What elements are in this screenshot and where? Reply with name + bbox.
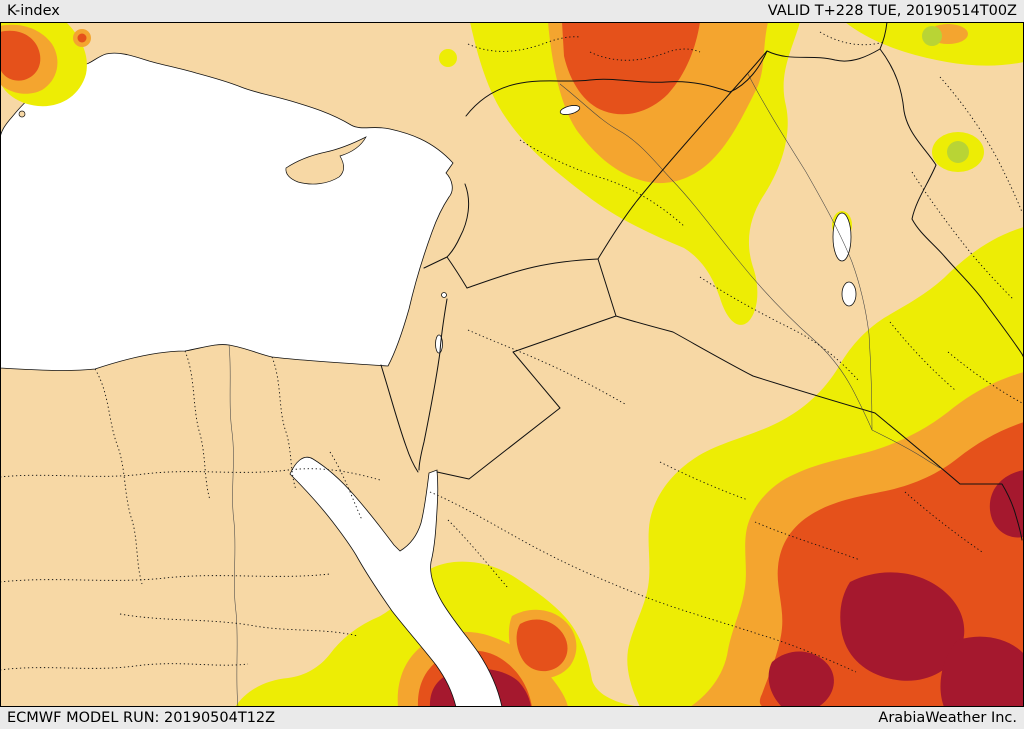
admin-boundaries-group	[0, 31, 1024, 673]
admin-boundary-dotted	[911, 171, 1015, 301]
border-syria-iraq	[597, 50, 768, 317]
country-borders-group	[380, 22, 1024, 541]
border-turkey-iraq	[766, 22, 888, 62]
contour-aegean-cells	[0, 22, 91, 107]
model-run-label: ECMWF MODEL RUN: 20190504T12Z	[7, 710, 276, 726]
contour-green-spot-2	[947, 141, 969, 163]
sea-of-galilee	[441, 292, 447, 298]
lake-razzaza	[841, 281, 857, 307]
river-shatt-al-arab	[871, 429, 941, 469]
border-jordan-israel	[418, 298, 448, 471]
admin-boundary-dotted	[467, 36, 581, 52]
admin-boundary-dotted	[329, 451, 363, 521]
river-tigris	[747, 73, 873, 431]
contour-darkred-group	[429, 470, 1024, 707]
lake-assad	[559, 105, 581, 115]
admin-boundary-dotted	[889, 321, 956, 391]
river-euphrates	[559, 83, 873, 431]
border-iraq-saudi	[615, 315, 1023, 541]
admin-boundary-dotted	[429, 491, 649, 599]
rivers-group	[228, 73, 941, 707]
admin-boundary-dotted	[0, 573, 331, 583]
contour-green-spot-1	[922, 26, 942, 46]
contour-darkred-right-edge	[989, 470, 1024, 538]
header-bar: K-index VALID T+228 TUE, 20190514T00Z	[0, 0, 1024, 22]
contour-darkred-bottom-right	[940, 636, 1024, 707]
contour-red-east-coast-blob	[516, 619, 568, 672]
admin-boundary-dotted	[819, 31, 885, 46]
border-lebanon	[423, 183, 470, 289]
contour-red-aegean	[0, 30, 41, 81]
cyprus-island	[285, 136, 367, 185]
red-sea	[289, 456, 503, 707]
valid-time-label: VALID T+228 TUE, 20190514T00Z	[767, 3, 1017, 19]
admin-boundary-dotted	[754, 491, 983, 561]
border-jordan-saudi	[436, 315, 617, 480]
contour-yellow-spot-anatolia	[439, 49, 457, 67]
border-iran-iraq	[879, 48, 1024, 359]
admin-boundary-dotted	[271, 356, 297, 491]
contour-green-group	[922, 26, 969, 163]
contour-darkred-bottom-mid	[768, 651, 834, 707]
river-nile	[228, 344, 239, 707]
aegean-island-4	[18, 110, 26, 118]
admin-boundary-dotted	[519, 139, 686, 228]
map-svg	[0, 22, 1024, 707]
border-jordan-syria	[466, 258, 599, 289]
contour-red-north-core	[562, 22, 700, 115]
contour-darkred-southeast-1	[840, 572, 965, 681]
border-israel-egypt	[380, 364, 419, 473]
admin-boundary-dotted	[589, 48, 701, 61]
parameter-title: K-index	[7, 3, 60, 19]
footer-bar: ECMWF MODEL RUN: 20190504T12Z ArabiaWeat…	[0, 707, 1024, 729]
map-area	[0, 22, 1024, 707]
contour-red-aegean-spot	[77, 33, 87, 43]
admin-boundary-dotted	[184, 350, 211, 501]
admin-boundary-dotted	[939, 76, 1023, 213]
provider-label: ArabiaWeather Inc.	[878, 710, 1017, 726]
